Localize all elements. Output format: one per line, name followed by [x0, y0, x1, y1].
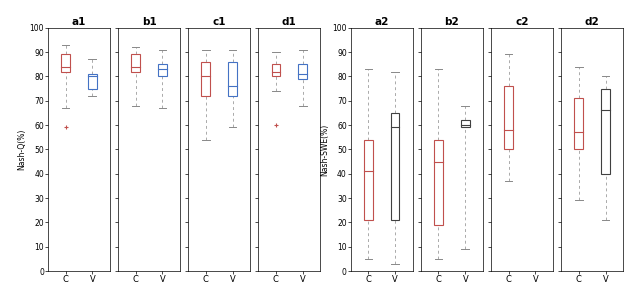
- Bar: [298, 64, 307, 79]
- Bar: [62, 55, 70, 71]
- Y-axis label: Nash-SWE(%): Nash-SWE(%): [320, 123, 329, 176]
- Bar: [131, 55, 140, 71]
- Bar: [461, 120, 470, 128]
- Title: a1: a1: [72, 17, 86, 27]
- Title: d2: d2: [585, 17, 599, 27]
- Y-axis label: Nash-Q(%): Nash-Q(%): [18, 129, 27, 170]
- Bar: [201, 62, 210, 96]
- Bar: [158, 64, 167, 76]
- Title: d1: d1: [282, 17, 297, 27]
- Bar: [88, 74, 97, 88]
- Bar: [601, 88, 610, 174]
- Bar: [228, 62, 237, 96]
- Title: b2: b2: [444, 17, 460, 27]
- Bar: [434, 140, 443, 225]
- Title: a2: a2: [374, 17, 389, 27]
- Bar: [574, 98, 583, 149]
- Title: b1: b1: [142, 17, 156, 27]
- Bar: [272, 64, 280, 76]
- Bar: [504, 86, 513, 149]
- Bar: [391, 113, 399, 220]
- Title: c1: c1: [212, 17, 226, 27]
- Bar: [364, 140, 372, 220]
- Title: c2: c2: [515, 17, 529, 27]
